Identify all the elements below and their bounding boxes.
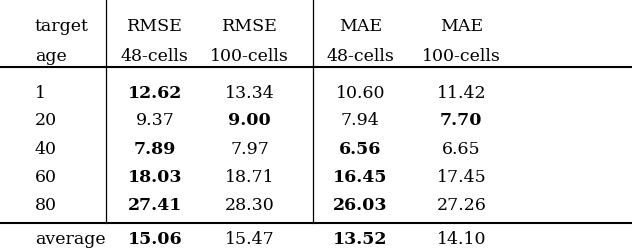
Text: age: age <box>35 48 66 65</box>
Text: 9.00: 9.00 <box>228 112 271 130</box>
Text: 20: 20 <box>35 112 57 130</box>
Text: 18.03: 18.03 <box>128 169 182 186</box>
Text: RMSE: RMSE <box>127 18 183 35</box>
Text: 10.60: 10.60 <box>336 85 385 102</box>
Text: MAE: MAE <box>440 18 483 35</box>
Text: 60: 60 <box>35 169 57 186</box>
Text: 1: 1 <box>35 85 46 102</box>
Text: 16.45: 16.45 <box>333 169 387 186</box>
Text: 100-cells: 100-cells <box>422 48 501 65</box>
Text: 14.10: 14.10 <box>437 231 486 248</box>
Text: average: average <box>35 231 106 248</box>
Text: 26.03: 26.03 <box>333 197 387 214</box>
Text: 27.26: 27.26 <box>437 197 486 214</box>
Text: 13.52: 13.52 <box>333 231 387 248</box>
Text: target: target <box>35 18 88 35</box>
Text: 7.70: 7.70 <box>440 112 483 130</box>
Text: 28.30: 28.30 <box>225 197 274 214</box>
Text: 6.56: 6.56 <box>339 141 382 159</box>
Text: 40: 40 <box>35 141 57 159</box>
Text: RMSE: RMSE <box>222 18 277 35</box>
Text: 100-cells: 100-cells <box>210 48 289 65</box>
Text: 27.41: 27.41 <box>128 197 182 214</box>
Text: 12.62: 12.62 <box>128 85 182 102</box>
Text: 9.37: 9.37 <box>135 112 174 130</box>
Text: 11.42: 11.42 <box>437 85 486 102</box>
Text: 13.34: 13.34 <box>225 85 274 102</box>
Text: 15.06: 15.06 <box>128 231 182 248</box>
Text: 15.47: 15.47 <box>225 231 274 248</box>
Text: 6.65: 6.65 <box>442 141 481 159</box>
Text: 18.71: 18.71 <box>225 169 274 186</box>
Text: 7.97: 7.97 <box>230 141 269 159</box>
Text: 7.94: 7.94 <box>341 112 380 130</box>
Text: 7.89: 7.89 <box>133 141 176 159</box>
Text: 80: 80 <box>35 197 57 214</box>
Text: 48-cells: 48-cells <box>121 48 189 65</box>
Text: 17.45: 17.45 <box>437 169 486 186</box>
Text: 48-cells: 48-cells <box>326 48 394 65</box>
Text: MAE: MAE <box>339 18 382 35</box>
